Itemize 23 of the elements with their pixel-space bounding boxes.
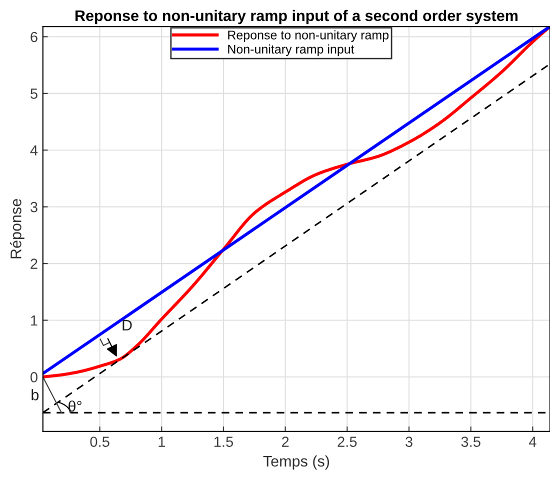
x-axis-title: Temps (s): [263, 455, 330, 470]
annotation: θ°: [68, 400, 82, 412]
y-tick-label: 3: [30, 202, 38, 212]
chart-title: Reponse to non-unitary ramp input of a second order system: [76, 10, 518, 24]
legend-label: Reponse to non-unitary ramp: [228, 30, 389, 42]
annotation: D: [122, 320, 132, 330]
x-tick-label: 4: [528, 436, 536, 447]
x-tick-label: 1.5: [214, 436, 234, 447]
y-tick-label: 6: [30, 32, 38, 42]
y-axis-title: Réponse: [10, 199, 24, 258]
y-tick-label: 5: [30, 88, 38, 99]
x-tick-label: 2: [282, 436, 289, 447]
x-tick-label: 1: [158, 436, 165, 447]
x-tick-label: 2.5: [338, 436, 357, 447]
y-tick-label: 1: [31, 316, 38, 326]
y-tick-label: 0: [30, 372, 38, 382]
text: b: [32, 389, 39, 400]
y-tick-label: 2: [30, 258, 38, 269]
x-tick-label: 0.5: [90, 436, 110, 447]
x-tick-label: 3.5: [461, 436, 480, 447]
legend-label: Non-unitary ramp input: [228, 44, 354, 56]
x-tick-label: 3: [406, 436, 412, 447]
y-tick-label: 4: [30, 145, 38, 156]
